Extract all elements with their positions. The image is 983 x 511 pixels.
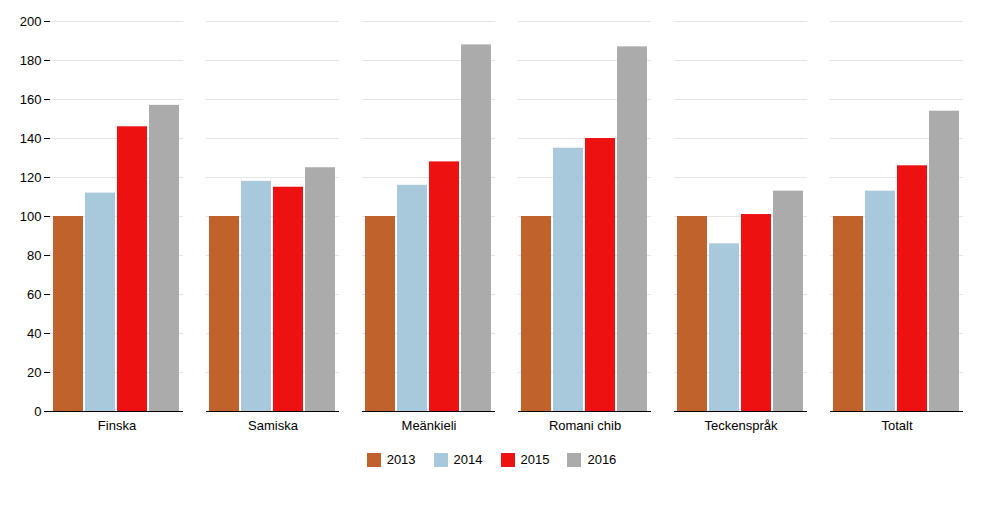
svg-text:Meänkieli: Meänkieli [402, 418, 457, 433]
svg-text:80: 80 [27, 248, 41, 263]
svg-text:40: 40 [27, 326, 41, 341]
svg-text:200: 200 [20, 14, 42, 29]
svg-text:0: 0 [34, 404, 41, 419]
svg-text:Romani chib: Romani chib [549, 418, 621, 433]
svg-text:160: 160 [20, 92, 42, 107]
svg-text:180: 180 [20, 53, 42, 68]
svg-text:Samiska: Samiska [248, 418, 299, 433]
html-text:2015: 2015 [520, 452, 550, 467]
svg-text:60: 60 [27, 287, 41, 302]
svg-text:100: 100 [20, 209, 42, 224]
svg-text:Totalt: Totalt [881, 418, 912, 433]
html-text:2013: 2013 [386, 452, 416, 467]
svg-text:120: 120 [20, 170, 42, 185]
svg-text:20: 20 [27, 365, 41, 380]
html-text:2014: 2014 [453, 452, 483, 467]
svg-text:140: 140 [20, 131, 42, 146]
html-text:2016: 2016 [587, 452, 617, 467]
svg-text:Teckenspråk: Teckenspråk [705, 418, 778, 433]
svg-text:Finska: Finska [98, 418, 137, 433]
